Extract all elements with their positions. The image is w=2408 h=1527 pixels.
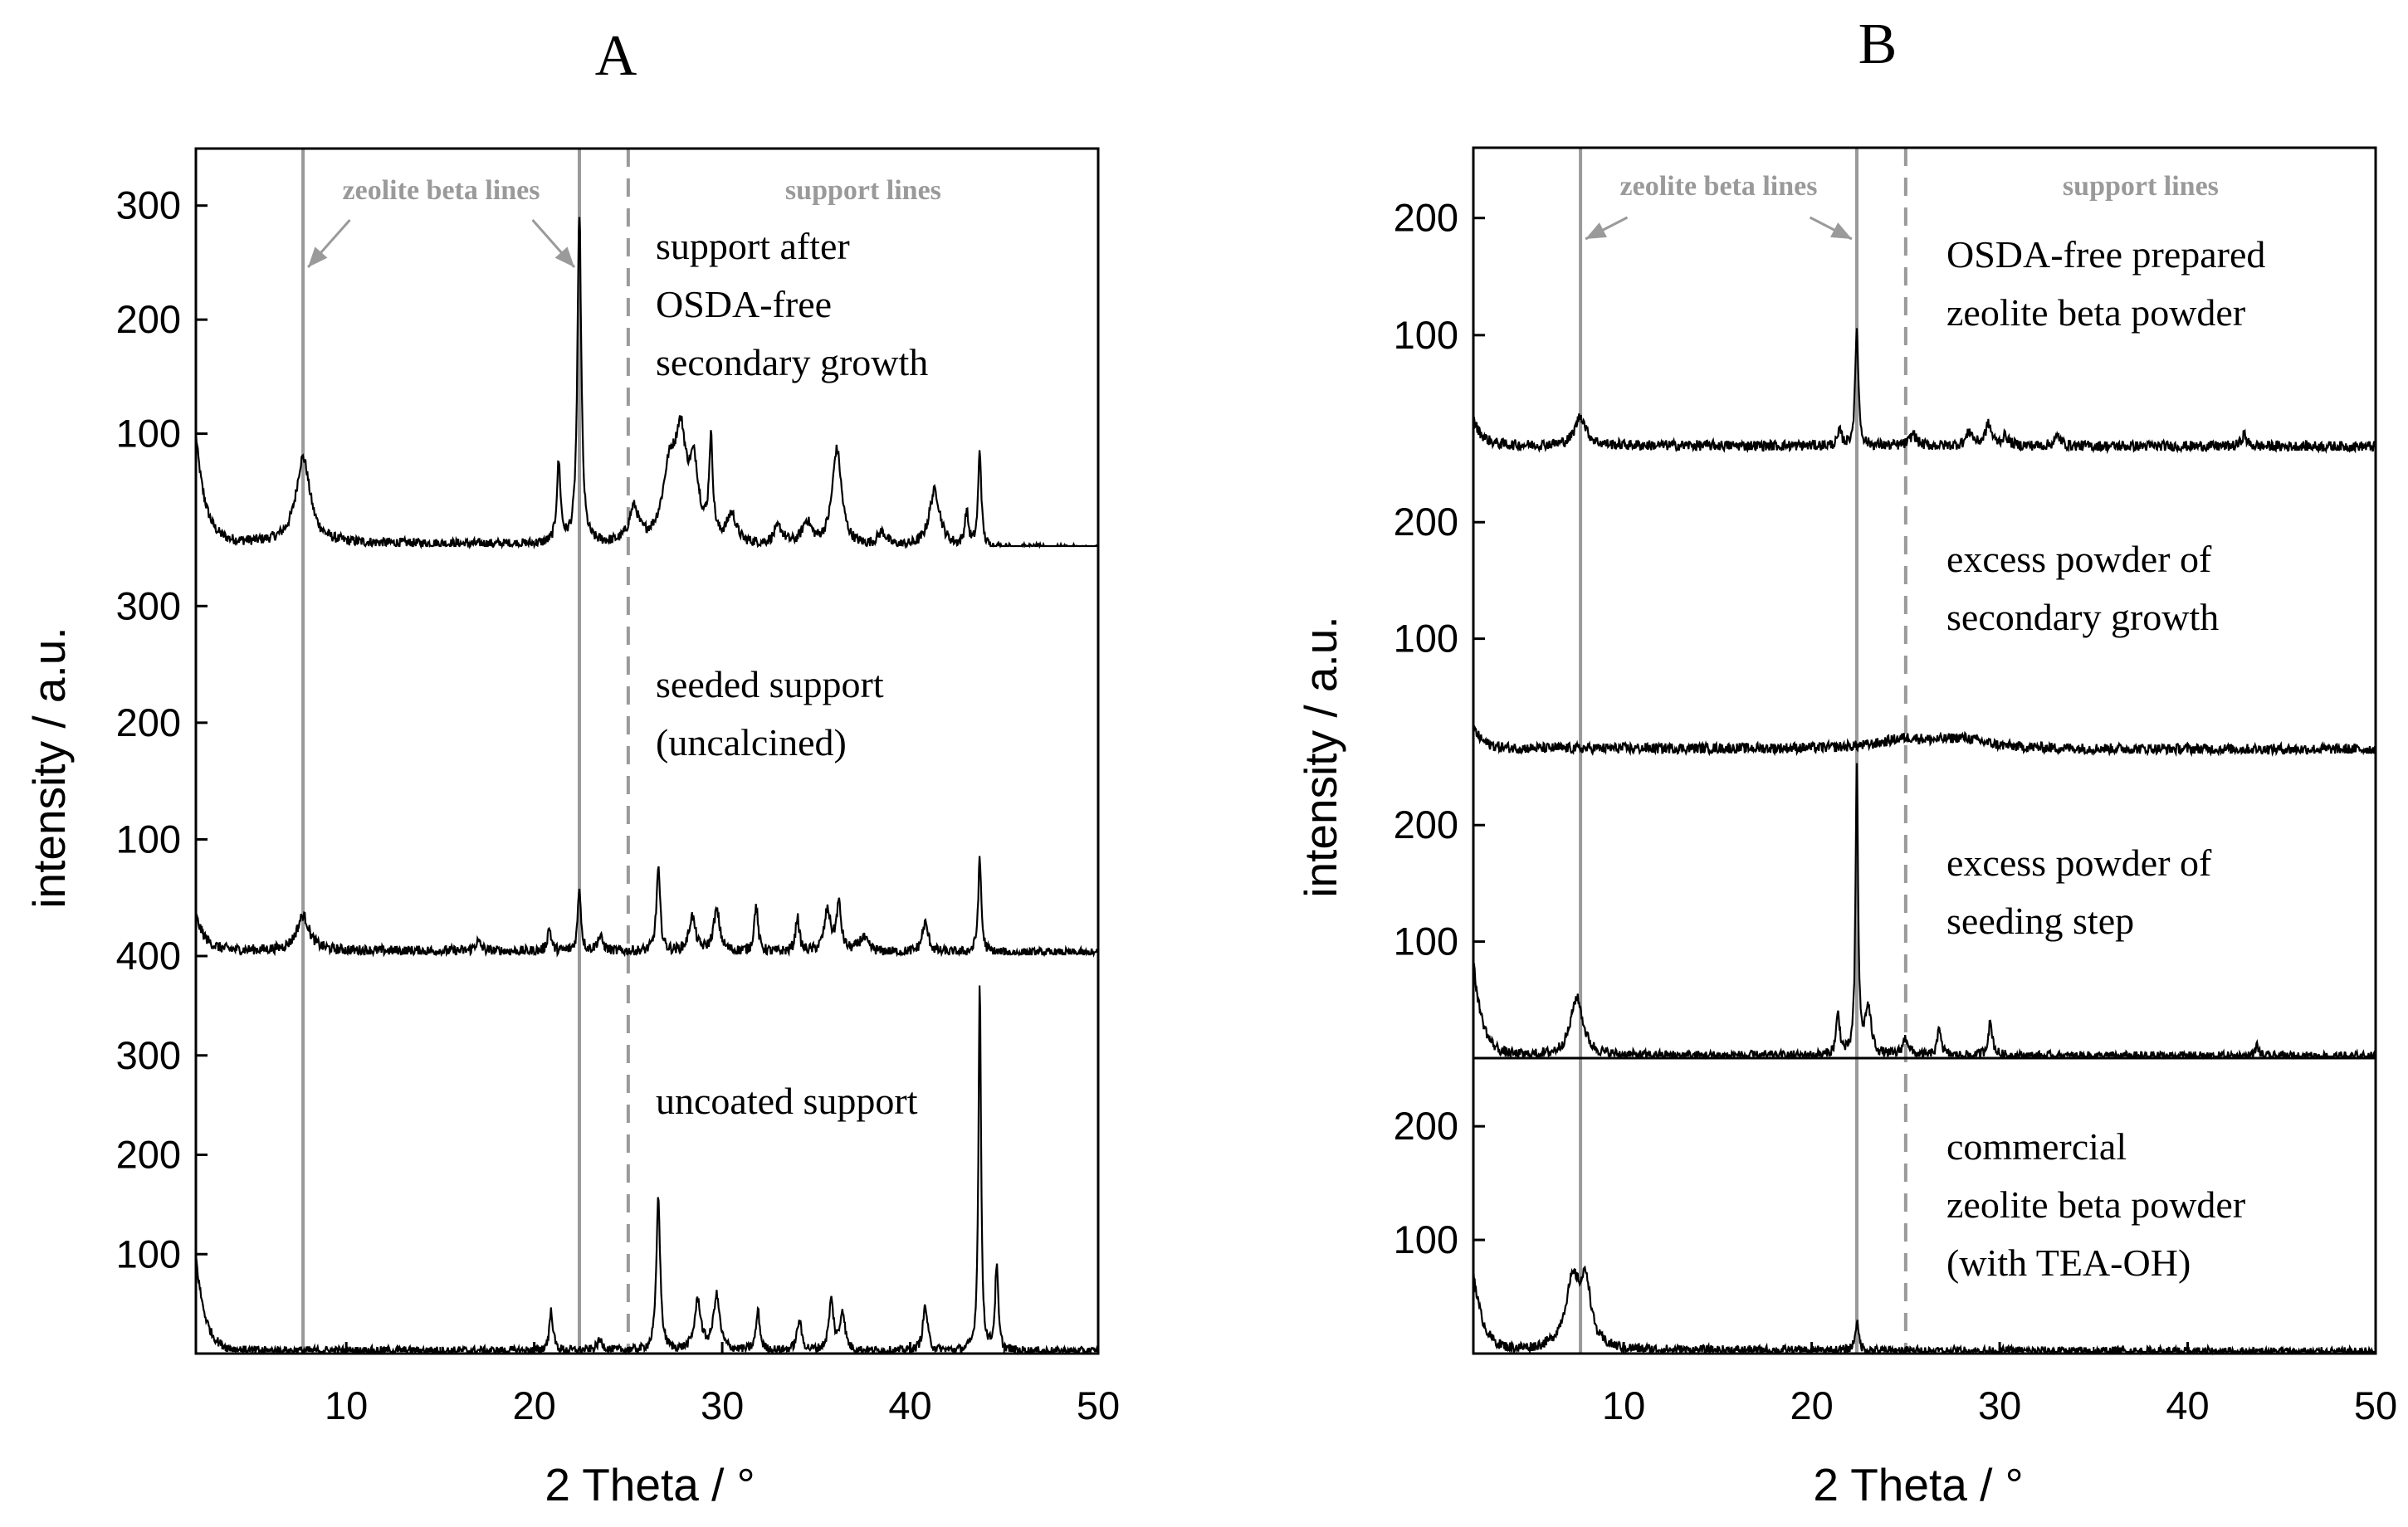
series-trace-uncoated-support (194, 985, 1100, 1356)
x-tick-label: 20 (512, 1383, 555, 1427)
panel-a-x-axis-title: 2 Theta / ° (545, 1459, 755, 1510)
y-tick-label: 100 (1394, 1217, 1458, 1261)
panel-b: B intensity / a.u. 2 Theta / ° zeolite b… (1295, 12, 2397, 1510)
reference-arrow-head (554, 246, 574, 267)
series-label: (uncalcined) (656, 721, 847, 764)
y-tick-label: 100 (1394, 313, 1458, 357)
series-label: OSDA-free prepared (1946, 233, 2265, 276)
reference-arrow-head (1585, 222, 1607, 239)
support-lines-label: support lines (785, 175, 941, 206)
y-tick-label: 100 (1394, 617, 1458, 661)
y-tick-label: 200 (1394, 500, 1458, 544)
series-label: zeolite beta powder (1946, 291, 2245, 334)
series-label: uncoated support (656, 1080, 918, 1122)
x-tick-label: 50 (1077, 1383, 1120, 1427)
series-trace-osda-free-prepared-zeolite-beta-powder (1472, 328, 2376, 455)
panel-a-series: support after OSDA-free secondary growth se… (194, 217, 1100, 1356)
y-tick-label: 300 (116, 183, 181, 227)
series-label: zeolite beta powder (1946, 1183, 2245, 1226)
panel-a-title: A (595, 24, 637, 88)
reference-arrow-head (1830, 222, 1852, 239)
series-trace-excess-powder-of-seeding-step (1473, 763, 2376, 1061)
series-label: seeded support (656, 663, 884, 705)
zeolite-beta-lines-label: zeolite beta lines (1620, 171, 1818, 202)
panel-b-x-axis-title: 2 Theta / ° (1813, 1459, 2023, 1510)
series-label: secondary growth (1946, 596, 2219, 638)
series-label: support after (656, 225, 850, 267)
x-tick-label: 40 (888, 1383, 931, 1427)
y-tick-label: 400 (116, 934, 181, 978)
reference-arrow-head (308, 246, 328, 267)
series-trace-seeded-support-uncalcined- (194, 856, 1099, 959)
support-lines-label: support lines (2063, 171, 2219, 202)
y-tick-label: 100 (116, 817, 181, 861)
y-tick-label: 200 (116, 1133, 181, 1177)
panel-a-y-ticks: 100 200 300 100 200 300 100 200 300 400 (116, 183, 208, 1276)
y-tick-label: 300 (116, 1033, 181, 1077)
panel-a: A intensity / a.u. 2 Theta / ° zeolite b… (23, 24, 1120, 1510)
panel-a-plot-frame (194, 147, 1100, 1355)
series-label: OSDA-free (656, 283, 832, 325)
series-label: secondary growth (656, 341, 928, 383)
series-trace-commercial-zeolite-beta-powder-with-tea-oh- (1472, 1265, 2376, 1356)
panel-b-plot-frame (1472, 146, 2377, 1355)
x-tick-label: 30 (1978, 1383, 2021, 1427)
panel-b-series: OSDA-free prepared zeolite beta powder exc… (1472, 233, 2377, 1356)
y-tick-label: 100 (116, 412, 181, 456)
x-tick-label: 20 (1790, 1383, 1833, 1427)
x-tick-label: 50 (2354, 1383, 2397, 1427)
panel-b-y-axis-title: intensity / a.u. (1295, 616, 1346, 897)
series-label: excess powder of (1946, 842, 2212, 884)
panel-b-x-ticks: 10 20 30 40 50 (1528, 1342, 2397, 1427)
y-tick-label: 100 (1394, 920, 1458, 964)
panel-b-y-ticks: 100 200 100 200 100 200 100 200 (1394, 196, 1485, 1261)
panel-a-y-axis-title: intensity / a.u. (23, 627, 75, 908)
x-tick-label: 40 (2166, 1383, 2209, 1427)
y-tick-label: 200 (1394, 803, 1458, 846)
x-tick-label: 10 (325, 1383, 368, 1427)
zeolite-beta-lines-label: zeolite beta lines (343, 175, 540, 206)
x-tick-label: 10 (1602, 1383, 1645, 1427)
y-tick-label: 200 (1394, 1104, 1458, 1148)
y-tick-label: 200 (116, 700, 181, 744)
series-label: seeding step (1946, 900, 2134, 942)
panel-b-title: B (1859, 12, 1898, 76)
series-label: excess powder of (1946, 538, 2212, 580)
x-tick-label: 30 (701, 1383, 744, 1427)
y-tick-label: 300 (116, 583, 181, 627)
y-tick-label: 200 (1394, 196, 1458, 240)
y-tick-label: 200 (116, 297, 181, 341)
series-trace-excess-powder-of-secondary-growth (1472, 724, 2377, 758)
panel-a-reference-lines: zeolite beta lines support lines (301, 149, 941, 1354)
series-label: commercial (1946, 1125, 2127, 1168)
y-tick-label: 100 (116, 1232, 181, 1276)
series-label: (with TEA-OH) (1946, 1242, 2191, 1284)
series-trace-support-after-osda-free-secondary-growth (194, 217, 1098, 550)
